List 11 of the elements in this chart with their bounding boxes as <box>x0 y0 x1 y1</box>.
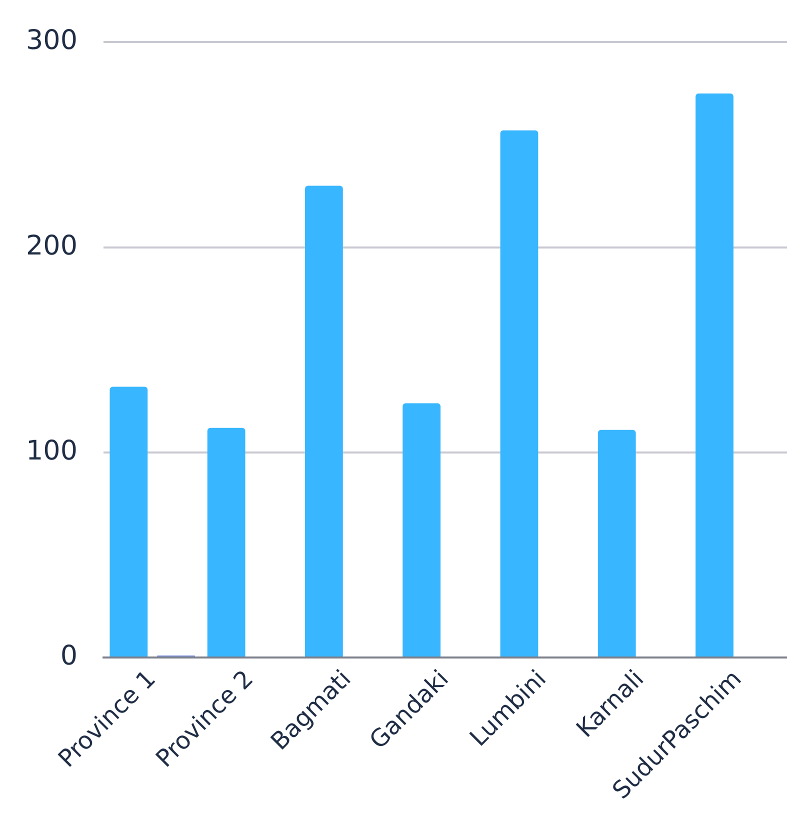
y-tick-label: 0 <box>60 640 78 672</box>
y-tick-label: 200 <box>26 230 78 262</box>
bar <box>500 130 538 657</box>
bar <box>402 403 441 657</box>
bar <box>207 428 246 657</box>
bar <box>305 186 343 657</box>
y-tick-label: 100 <box>26 435 78 466</box>
y-tick-label: 300 <box>26 25 78 56</box>
bar <box>598 430 636 657</box>
bar <box>110 386 148 657</box>
bar <box>696 93 734 657</box>
